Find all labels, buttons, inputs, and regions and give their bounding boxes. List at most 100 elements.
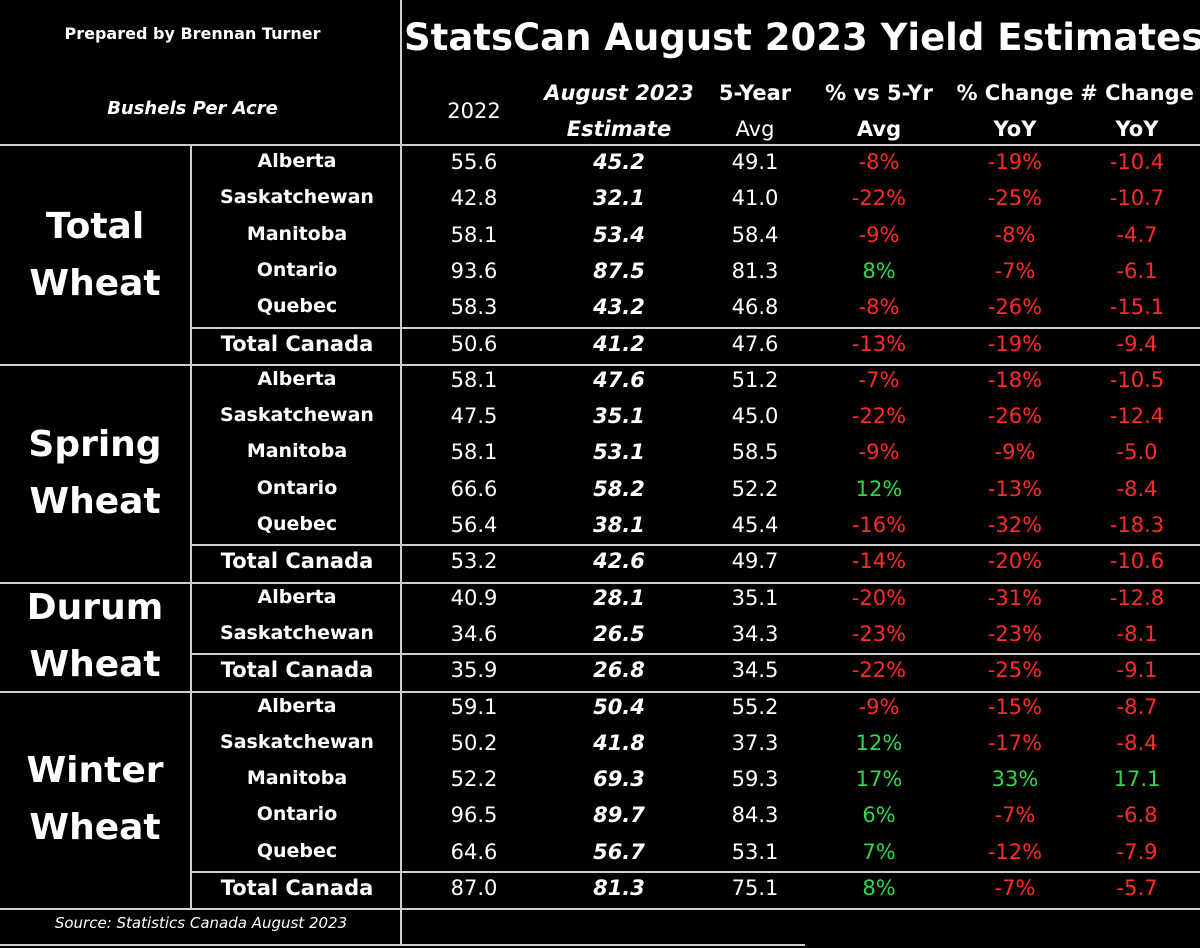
province-label: Ontario [192,259,402,281]
cell-estimate: 43.2 [532,295,706,319]
cell-5yr-avg: 35.1 [700,586,810,610]
province-label: Manitoba [192,440,402,462]
source-note: Source: Statistics Canada August 2023 [0,914,402,932]
cell-num-change-yoy: -8.4 [1078,731,1196,755]
cell-pct-change-yoy: -19% [948,150,1082,174]
col-header-5yr-line2: Avg [700,114,810,144]
cell-5yr-avg: 51.2 [700,368,810,392]
cell-5yr-avg: 46.8 [700,295,810,319]
cell-5yr-avg: 45.4 [700,513,810,537]
cell-5yr-avg: 45.0 [700,404,810,428]
cell-pct-vs-5yr: -8% [814,150,944,174]
cell-pct-change-yoy: -15% [948,695,1082,719]
cell-estimate: 81.3 [532,876,706,900]
cell-num-change-yoy: -8.4 [1078,477,1196,501]
cell-5yr-avg: 47.6 [700,332,810,356]
cell-pct-vs-5yr: -22% [814,658,944,682]
cell-estimate: 56.7 [532,840,706,864]
cell-pct-change-yoy: -32% [948,513,1082,537]
cell-pct-vs-5yr: 12% [814,731,944,755]
cell-pct-vs-5yr: 12% [814,477,944,501]
cell-pct-change-yoy: -26% [948,295,1082,319]
cell-pct-change-yoy: -12% [948,840,1082,864]
province-label: Manitoba [192,223,402,245]
units-label: Bushels Per Acre [0,98,385,119]
group-label: Total Wheat [0,198,190,312]
cell-5yr-avg: 34.5 [700,658,810,682]
cell-num-change-yoy: -9.4 [1078,332,1196,356]
cell-pct-change-yoy: 33% [948,767,1082,791]
cell-num-change-yoy: -12.8 [1078,586,1196,610]
cell-2022: 58.3 [414,295,534,319]
cell-pct-change-yoy: -26% [948,404,1082,428]
cell-estimate: 35.1 [532,404,706,428]
province-label: Ontario [192,803,402,825]
cell-num-change-yoy: -12.4 [1078,404,1196,428]
cell-estimate: 69.3 [532,767,706,791]
col-header-estimate-line1: August 2023 [532,78,706,108]
cell-pct-change-yoy: -19% [948,332,1082,356]
table-title: StatsCan August 2023 Yield Estimates [404,16,1200,59]
cell-estimate: 26.5 [532,622,706,646]
cell-5yr-avg: 49.7 [700,549,810,573]
cell-num-change-yoy: -10.7 [1078,186,1196,210]
cell-2022: 42.8 [414,186,534,210]
col-header-estimate-line2: Estimate [532,114,706,144]
cell-pct-vs-5yr: -20% [814,586,944,610]
cell-5yr-avg: 58.4 [700,223,810,247]
cell-2022: 55.6 [414,150,534,174]
cell-pct-change-yoy: -25% [948,658,1082,682]
cell-5yr-avg: 58.5 [700,440,810,464]
province-label: Saskatchewan [192,622,402,644]
footer-line [0,944,805,946]
cell-num-change-yoy: -8.1 [1078,622,1196,646]
cell-2022: 64.6 [414,840,534,864]
cell-2022: 96.5 [414,803,534,827]
cell-pct-vs-5yr: -7% [814,368,944,392]
cell-pct-vs-5yr: -16% [814,513,944,537]
cell-pct-vs-5yr: -9% [814,223,944,247]
yield-table: Prepared by Brennan Turner Bushels Per A… [0,0,1200,948]
header-divider [0,144,1200,146]
cell-pct-vs-5yr: 17% [814,767,944,791]
group-label-line: Wheat [0,799,190,856]
total-divider [192,327,1200,329]
province-label: Alberta [192,150,402,172]
col-header-pctyoy-line2: YoY [948,114,1082,144]
cell-2022: 47.5 [414,404,534,428]
group-label-line: Wheat [0,473,190,530]
cell-2022: 58.1 [414,368,534,392]
cell-num-change-yoy: -15.1 [1078,295,1196,319]
province-label: Alberta [192,586,402,608]
cell-pct-change-yoy: -23% [948,622,1082,646]
cell-pct-vs-5yr: -14% [814,549,944,573]
cell-2022: 58.1 [414,440,534,464]
col-header-pctyoy-line1: % Change [948,78,1082,108]
cell-2022: 58.1 [414,223,534,247]
cell-2022: 56.4 [414,513,534,537]
group-divider [0,908,1200,910]
total-canada-label: Total Canada [192,332,402,356]
cell-pct-change-yoy: -7% [948,876,1082,900]
cell-pct-vs-5yr: -8% [814,295,944,319]
col-header-pct5-line1: % vs 5-Yr [814,78,944,108]
cell-num-change-yoy: -9.1 [1078,658,1196,682]
col-header-2022: 2022 [414,96,534,126]
group-label-line: Total [0,198,190,255]
cell-pct-change-yoy: -25% [948,186,1082,210]
cell-5yr-avg: 34.3 [700,622,810,646]
cell-pct-vs-5yr: 8% [814,876,944,900]
cell-2022: 59.1 [414,695,534,719]
cell-num-change-yoy: -10.5 [1078,368,1196,392]
cell-estimate: 32.1 [532,186,706,210]
col-header-5yr-line1: 5-Year [700,78,810,108]
cell-2022: 53.2 [414,549,534,573]
cell-estimate: 87.5 [532,259,706,283]
group-label-line: Winter [0,742,190,799]
group-label: Winter Wheat [0,742,190,856]
cell-2022: 87.0 [414,876,534,900]
cell-pct-change-yoy: -20% [948,549,1082,573]
province-label: Quebec [192,295,402,317]
cell-2022: 52.2 [414,767,534,791]
cell-num-change-yoy: -18.3 [1078,513,1196,537]
